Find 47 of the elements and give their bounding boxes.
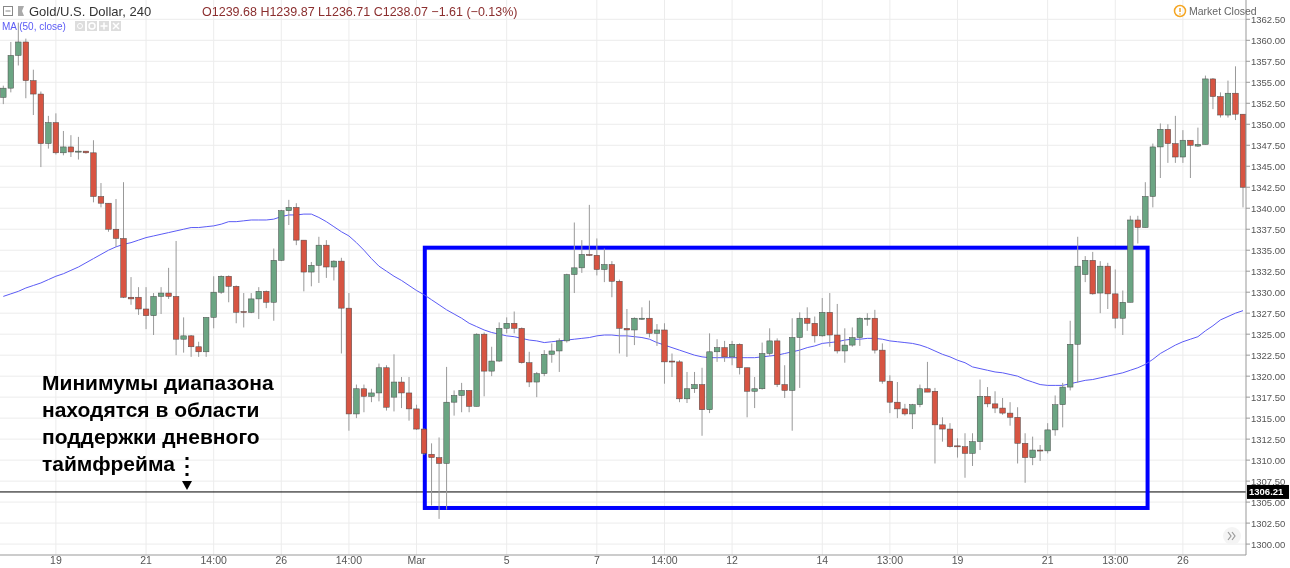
y-tick-label: 1342.50 <box>1251 181 1286 193</box>
x-tick-label: 12 <box>726 554 739 566</box>
annotation: Минимумы диапазона находятся в области поддержки дневного таймфрейма <box>42 371 274 475</box>
x-tick-label: 14:00 <box>651 554 678 566</box>
y-tick-label: 1360.00 <box>1251 34 1286 46</box>
x-tick-label: 5 <box>503 554 510 566</box>
y-tick-label: 1345.00 <box>1251 160 1286 172</box>
y-tick-label: 1307.50 <box>1251 475 1286 487</box>
x-tick-label: 13:00 <box>1102 554 1129 566</box>
y-tick-label: 1357.50 <box>1251 55 1286 67</box>
x-tick-label: 7 <box>593 554 600 566</box>
x-tick-label: 26 <box>1177 554 1189 566</box>
y-tick-label: 1340.00 <box>1251 202 1286 214</box>
ref-line-label: 1306.21 <box>1249 486 1285 498</box>
y-tick-label: 1305.00 <box>1251 496 1286 508</box>
y-tick-label: 1330.00 <box>1251 286 1286 298</box>
x-tick-label: 21 <box>140 554 153 566</box>
y-tick-label: 1310.00 <box>1251 454 1286 466</box>
chart-subtitle: O1239.68 H1239.87 L1236.71 C1238.07 −1.61 (−0.13%) <box>202 4 518 19</box>
y-tick-label: 1350.00 <box>1251 118 1286 130</box>
y-tick-label: 1335.00 <box>1251 244 1286 256</box>
y-tick-label: 1312.50 <box>1251 433 1286 445</box>
y-tick-label: 1320.00 <box>1251 370 1286 382</box>
y-tick-label: 1355.00 <box>1251 76 1286 88</box>
y-tick-label: 1317.50 <box>1251 391 1286 403</box>
y-tick-label: 1302.50 <box>1251 517 1286 529</box>
y-tick-label: 1347.50 <box>1251 139 1286 151</box>
y-tick-label: 1352.50 <box>1251 97 1286 109</box>
x-tick-label: 13:00 <box>876 554 904 566</box>
x-tick-label: 14:00 <box>200 554 227 566</box>
x-tick-label: 21 <box>1041 554 1054 566</box>
y-tick-label: 1315.00 <box>1251 412 1286 424</box>
text: MA (50, close) <box>2 21 66 32</box>
y-tick-label: 1327.50 <box>1251 307 1286 319</box>
x-tick-label: 14 <box>816 554 829 566</box>
y-tick-label: 1325.00 <box>1251 328 1286 340</box>
y-tick-label: 1300.00 <box>1251 538 1286 550</box>
chart-title: Gold/U.S. Dollar, 240 <box>29 3 152 19</box>
x-tick-label: 19 <box>50 554 62 566</box>
x-tick-label: 19 <box>951 554 964 566</box>
x-tick-label: 26 <box>275 554 288 566</box>
y-tick-label: 1337.50 <box>1251 223 1286 235</box>
x-tick-label: 14:00 <box>335 554 363 566</box>
x-tick-label: Mar <box>407 554 427 566</box>
y-tick-label: 1322.50 <box>1251 349 1286 361</box>
y-tick-label: 1332.50 <box>1251 265 1286 277</box>
annotation: Market Closed <box>1189 5 1257 17</box>
